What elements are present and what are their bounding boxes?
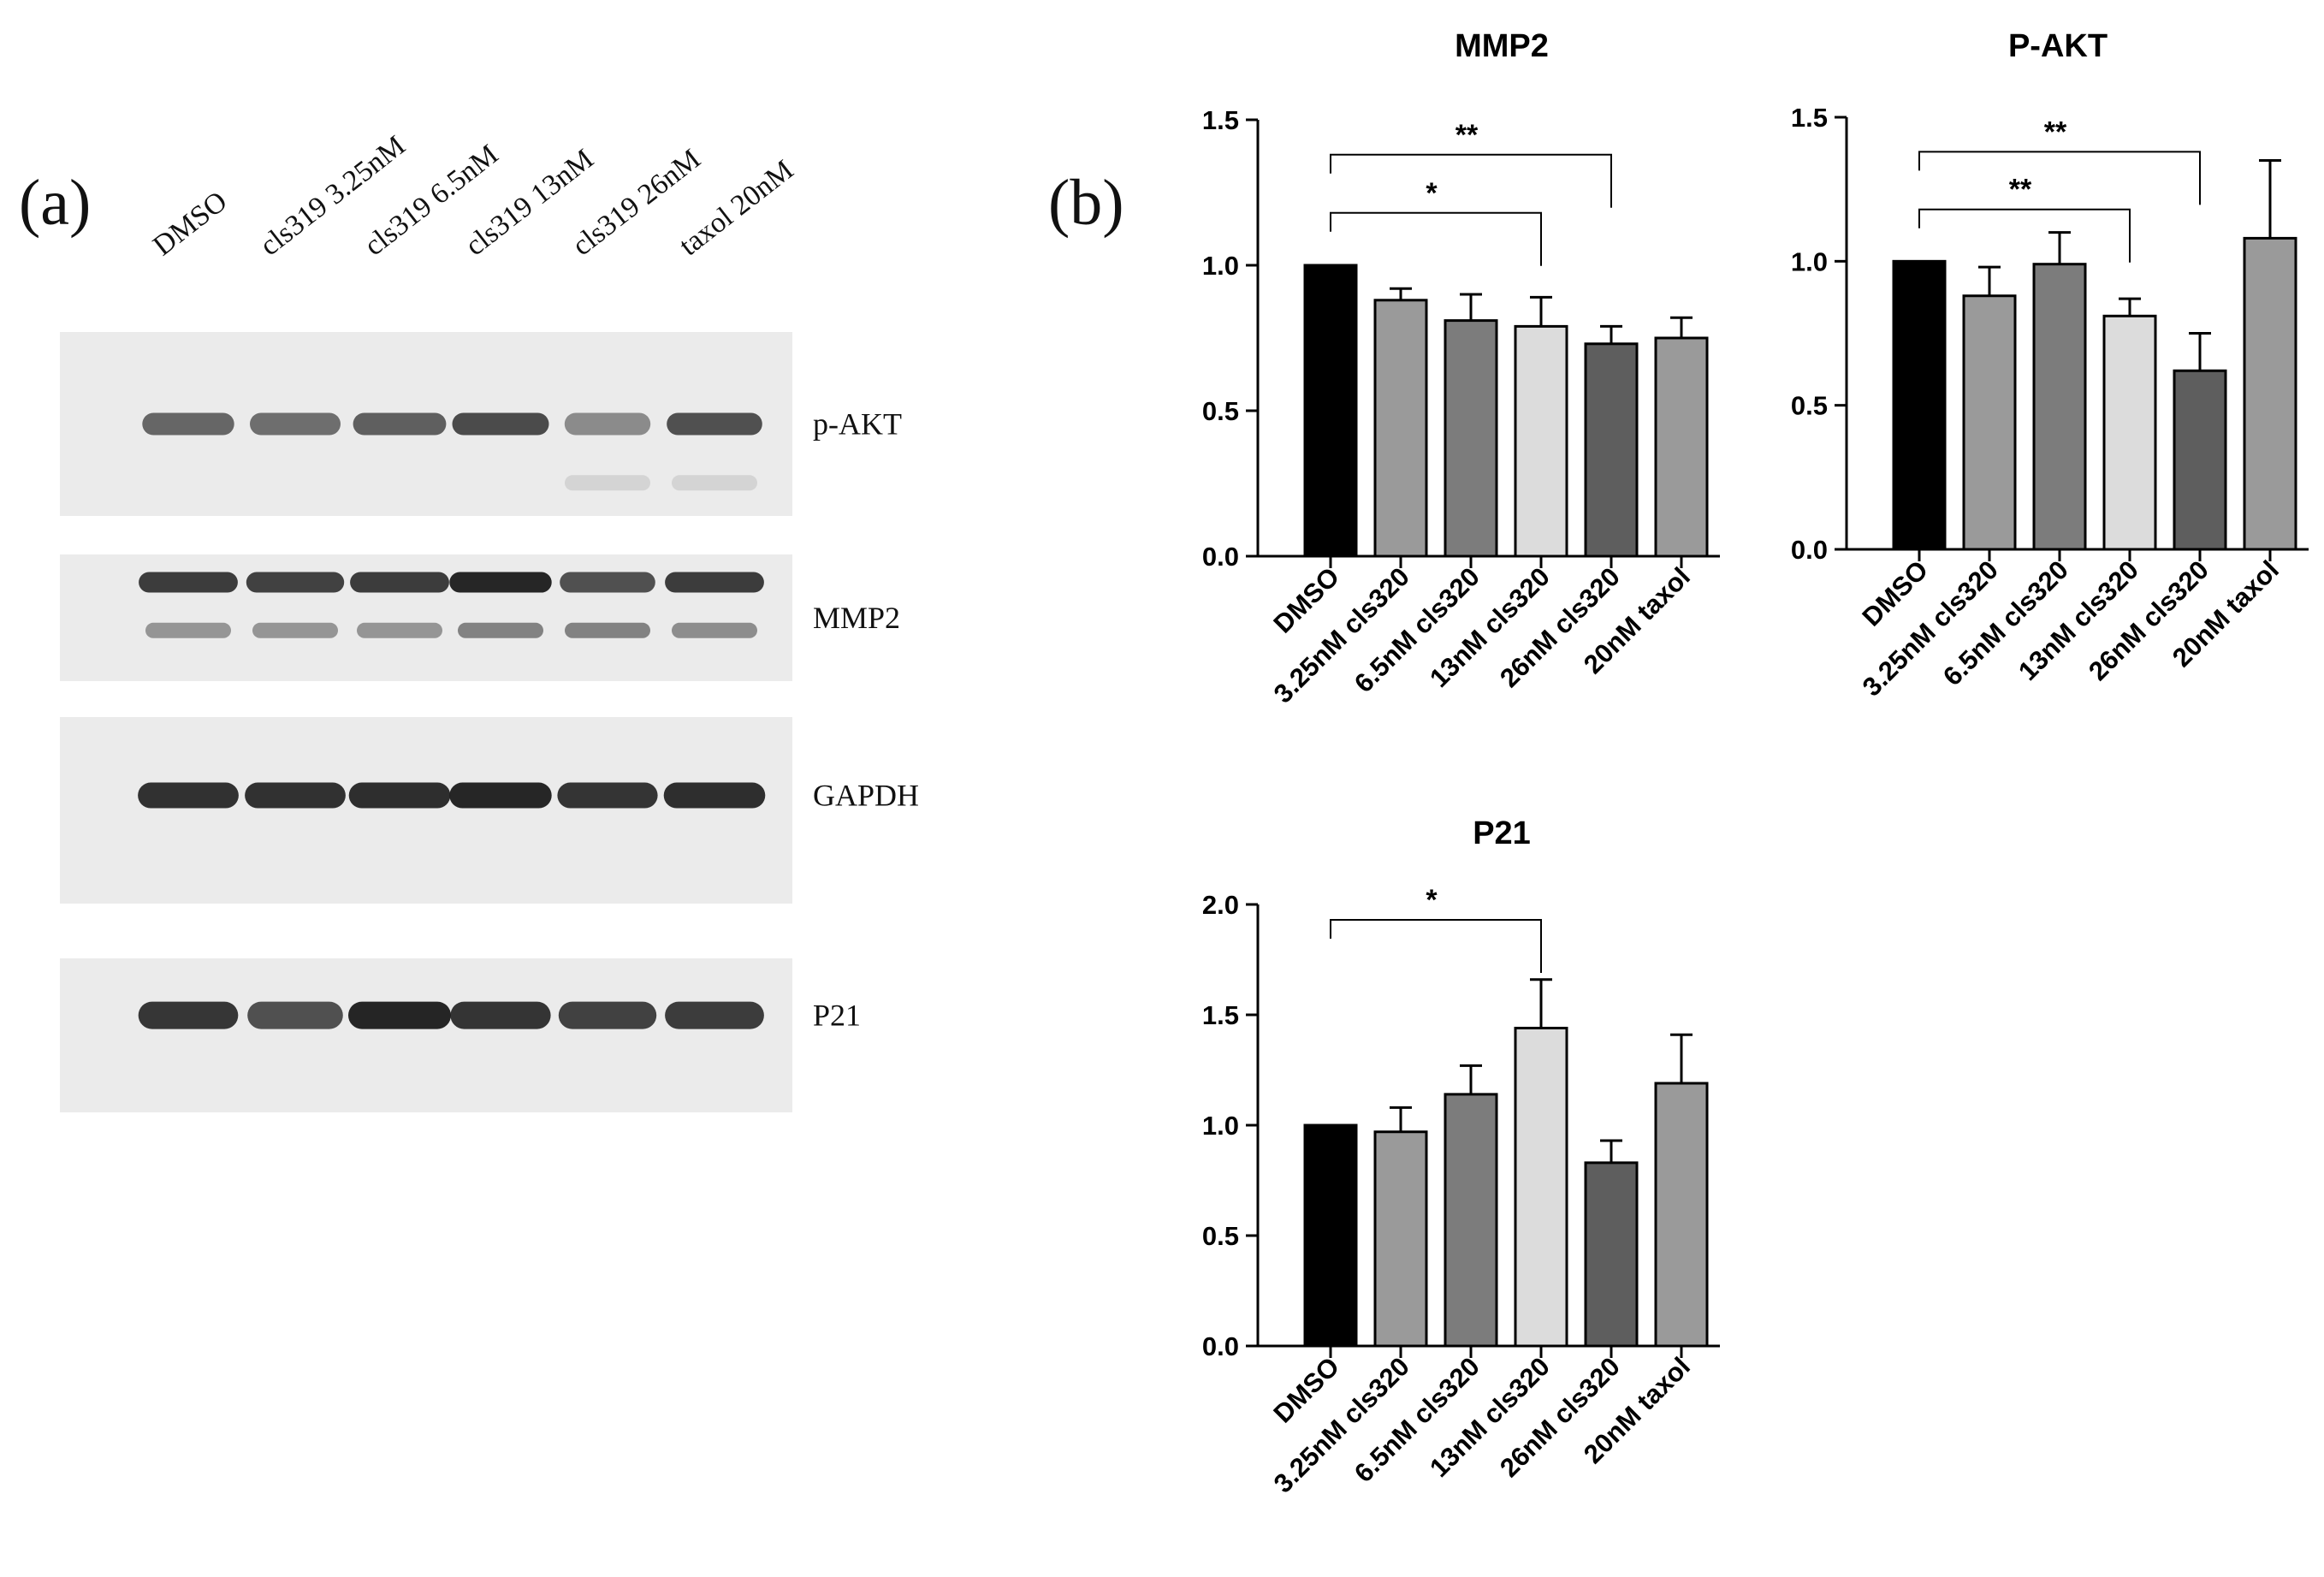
bar <box>2173 369 2227 551</box>
blot-band <box>564 412 651 436</box>
blot-band <box>558 1001 657 1029</box>
blot-band <box>138 1001 239 1029</box>
y-tick-label: 1.5 <box>1202 105 1239 135</box>
blot-band <box>667 412 762 436</box>
significance-bracket <box>1918 151 2201 205</box>
bar <box>1584 342 1639 558</box>
blot-band-secondary <box>565 475 650 491</box>
bar <box>1654 336 1709 558</box>
blot-band <box>348 782 451 809</box>
blot-band <box>247 1001 343 1029</box>
bar <box>2243 236 2297 551</box>
blot-band <box>353 412 447 436</box>
y-tick-label: 0.5 <box>1791 391 1828 421</box>
significance-label: * <box>1426 884 1438 916</box>
significance-label: ** <box>1455 119 1479 151</box>
significance-label: * <box>1426 177 1438 210</box>
bar <box>1303 264 1358 558</box>
blot-band-secondary <box>252 622 338 638</box>
blot-strip <box>60 717 792 904</box>
y-tick-label: 2.0 <box>1202 890 1239 920</box>
significance-label: ** <box>2009 174 2032 206</box>
significance-bracket <box>1330 153 1612 208</box>
blot-band <box>246 572 345 593</box>
blot-band <box>350 572 449 593</box>
chart-title: P21 <box>1473 815 1531 851</box>
blot-band <box>245 782 346 809</box>
blot-label: p-AKT <box>813 407 902 442</box>
y-tick-label: 1.0 <box>1202 1111 1239 1141</box>
blot-label: MMP2 <box>813 601 900 635</box>
blot-label: GAPDH <box>813 779 919 813</box>
bar <box>2032 263 2087 551</box>
blot-band-secondary <box>458 622 543 638</box>
blot-label: P21 <box>813 999 861 1033</box>
y-tick-label: 1.0 <box>1791 246 1828 276</box>
bar <box>1303 1123 1358 1348</box>
y-tick-label: 1.5 <box>1202 1000 1239 1030</box>
bar <box>1514 1026 1568 1348</box>
blot-band-secondary <box>565 622 650 638</box>
bar <box>1962 294 2017 551</box>
panel-a-label: (a) <box>19 167 91 239</box>
y-tick-label: 0.0 <box>1202 542 1239 572</box>
blot-band <box>449 782 552 809</box>
blot-strips: p-AKT MMP2 GAPDH P21 <box>60 332 919 1112</box>
blot-band-secondary <box>672 475 757 491</box>
y-tick-label: 0.5 <box>1202 396 1239 426</box>
blot-band <box>138 782 239 809</box>
bar <box>1584 1161 1639 1348</box>
blot-band <box>557 782 658 809</box>
y-tick-label: 1.0 <box>1202 251 1239 281</box>
blot-band <box>348 1001 451 1029</box>
blot-band <box>139 572 238 593</box>
panel-b-label: (b) <box>1048 167 1124 239</box>
bar <box>1444 1093 1498 1348</box>
bar <box>1444 319 1498 558</box>
blot-strip <box>60 958 792 1112</box>
chart-title: P-AKT <box>2008 28 2108 64</box>
blot-band <box>663 782 766 809</box>
y-tick-label: 0.5 <box>1202 1221 1239 1251</box>
bar <box>1514 324 1568 558</box>
blot-band <box>560 572 655 593</box>
blot-band <box>665 1001 764 1029</box>
y-tick-label: 0.0 <box>1202 1331 1239 1361</box>
bar <box>2102 314 2157 551</box>
blot-band <box>665 572 764 593</box>
y-tick-label: 1.5 <box>1791 103 1828 133</box>
significance-bracket <box>1330 211 1542 266</box>
bar <box>1654 1082 1709 1348</box>
significance-bracket <box>1330 919 1542 974</box>
blot-band-secondary <box>357 622 442 638</box>
bar <box>1373 1130 1428 1348</box>
significance-label: ** <box>2044 116 2067 148</box>
bar <box>1373 299 1428 558</box>
blot-band-secondary <box>145 622 231 638</box>
y-tick-label: 0.0 <box>1791 535 1828 565</box>
blot-band <box>450 1001 551 1029</box>
blot-band <box>449 572 552 593</box>
blot-band <box>142 412 234 436</box>
blot-band <box>250 412 341 436</box>
blot-band-secondary <box>672 622 757 638</box>
lane-label: DMSO <box>147 186 233 263</box>
bar <box>1892 259 1947 551</box>
significance-bracket <box>1918 208 2131 263</box>
blot-band <box>452 412 549 436</box>
chart-title: MMP2 <box>1455 28 1549 64</box>
